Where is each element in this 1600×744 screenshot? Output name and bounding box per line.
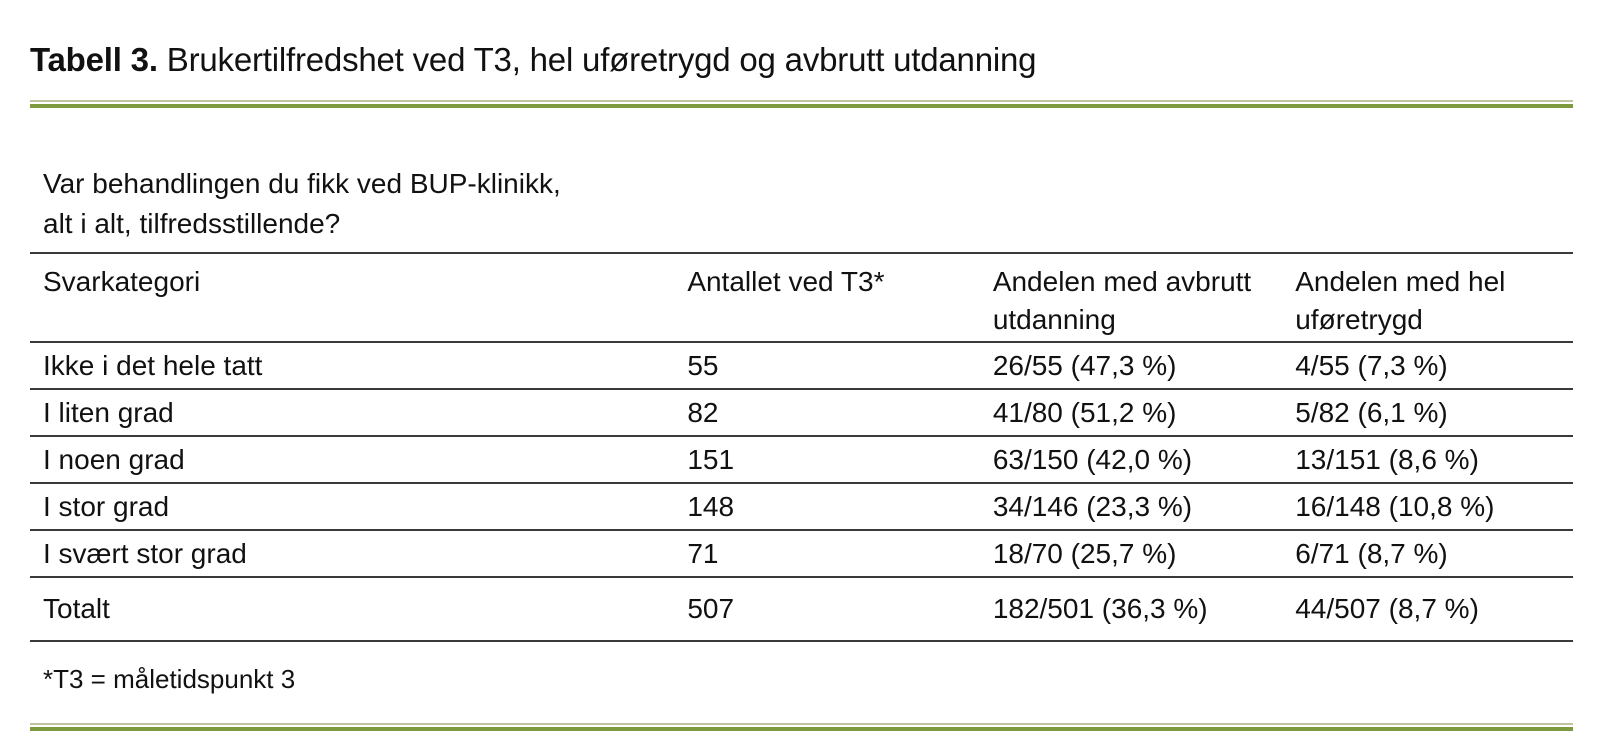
- cell-antallet: 507: [687, 577, 993, 642]
- results-table: Var behandlingen du fikk ved BUP-klinikk…: [30, 108, 1573, 642]
- cell-antallet: 71: [687, 530, 993, 578]
- column-header-avbrutt-utdanning: Andelen med avbrutt utdanning: [992, 253, 1296, 343]
- table-title: Tabell 3. Brukertilfredshet ved T3, hel …: [30, 38, 1573, 82]
- cell-avbrutt: 18/70 (25,7 %): [992, 530, 1296, 578]
- table-row: I stor grad 148 34/146 (23,3 %) 16/148 (…: [30, 483, 1573, 531]
- table-row-total: Totalt 507 182/501 (36,3 %) 44/507 (8,7 …: [30, 577, 1573, 642]
- cell-svarkategori: I stor grad: [30, 483, 688, 531]
- cell-antallet: 148: [687, 483, 993, 531]
- table-row: I svært stor grad 71 18/70 (25,7 %) 6/71…: [30, 530, 1573, 578]
- cell-uforetrygd: 6/71 (8,7 %): [1295, 530, 1573, 578]
- cell-svarkategori: I noen grad: [30, 436, 688, 484]
- table-row: I noen grad 151 63/150 (42,0 %) 13/151 (…: [30, 436, 1573, 484]
- question-line-2: alt i alt, tilfredsstillende?: [43, 208, 341, 239]
- column-header-antallet: Antallet ved T3*: [687, 253, 993, 343]
- cell-uforetrygd: 13/151 (8,6 %): [1295, 436, 1573, 484]
- cell-antallet: 82: [687, 389, 993, 437]
- bottom-divider-main-line: [30, 727, 1573, 731]
- question-cell: Var behandlingen du fikk ved BUP-klinikk…: [30, 108, 1573, 254]
- question-row: Var behandlingen du fikk ved BUP-klinikk…: [30, 108, 1573, 254]
- table-title-label: Tabell 3.: [30, 41, 158, 78]
- bottom-divider: [30, 723, 1573, 731]
- cell-uforetrygd: 4/55 (7,3 %): [1295, 342, 1573, 390]
- cell-avbrutt: 26/55 (47,3 %): [992, 342, 1296, 390]
- cell-avbrutt: 182/501 (36,3 %): [992, 577, 1296, 642]
- cell-avbrutt: 34/146 (23,3 %): [992, 483, 1296, 531]
- table-title-text: Brukertilfredshet ved T3, hel uføretrygd…: [157, 41, 1037, 78]
- cell-svarkategori: I svært stor grad: [30, 530, 688, 578]
- question-line-1: Var behandlingen du fikk ved BUP-klinikk…: [43, 168, 561, 199]
- bottom-divider-light-line: [30, 723, 1573, 725]
- cell-uforetrygd: 44/507 (8,7 %): [1295, 577, 1573, 642]
- cell-antallet: 55: [687, 342, 993, 390]
- table-figure: Tabell 3. Brukertilfredshet ved T3, hel …: [0, 38, 1600, 731]
- cell-svarkategori: Ikke i det hele tatt: [30, 342, 688, 390]
- cell-uforetrygd: 16/148 (10,8 %): [1295, 483, 1573, 531]
- table-row: I liten grad 82 41/80 (51,2 %) 5/82 (6,1…: [30, 389, 1573, 437]
- column-header-hel-uforetrygd: Andelen med hel uføretrygd: [1295, 253, 1573, 343]
- column-header-svarkategori: Svarkategori: [30, 253, 688, 343]
- cell-avbrutt: 63/150 (42,0 %): [992, 436, 1296, 484]
- cell-svarkategori: I liten grad: [30, 389, 688, 437]
- cell-antallet: 151: [687, 436, 993, 484]
- header-row: Svarkategori Antallet ved T3* Andelen me…: [30, 253, 1573, 343]
- table-row: Ikke i det hele tatt 55 26/55 (47,3 %) 4…: [30, 342, 1573, 390]
- cell-avbrutt: 41/80 (51,2 %): [992, 389, 1296, 437]
- top-divider: [30, 100, 1573, 108]
- top-divider-light-line: [30, 100, 1573, 102]
- cell-svarkategori: Totalt: [30, 577, 688, 642]
- top-divider-main-line: [30, 104, 1573, 108]
- cell-uforetrygd: 5/82 (6,1 %): [1295, 389, 1573, 437]
- table-footnote: *T3 = måletidspunkt 3: [43, 664, 296, 694]
